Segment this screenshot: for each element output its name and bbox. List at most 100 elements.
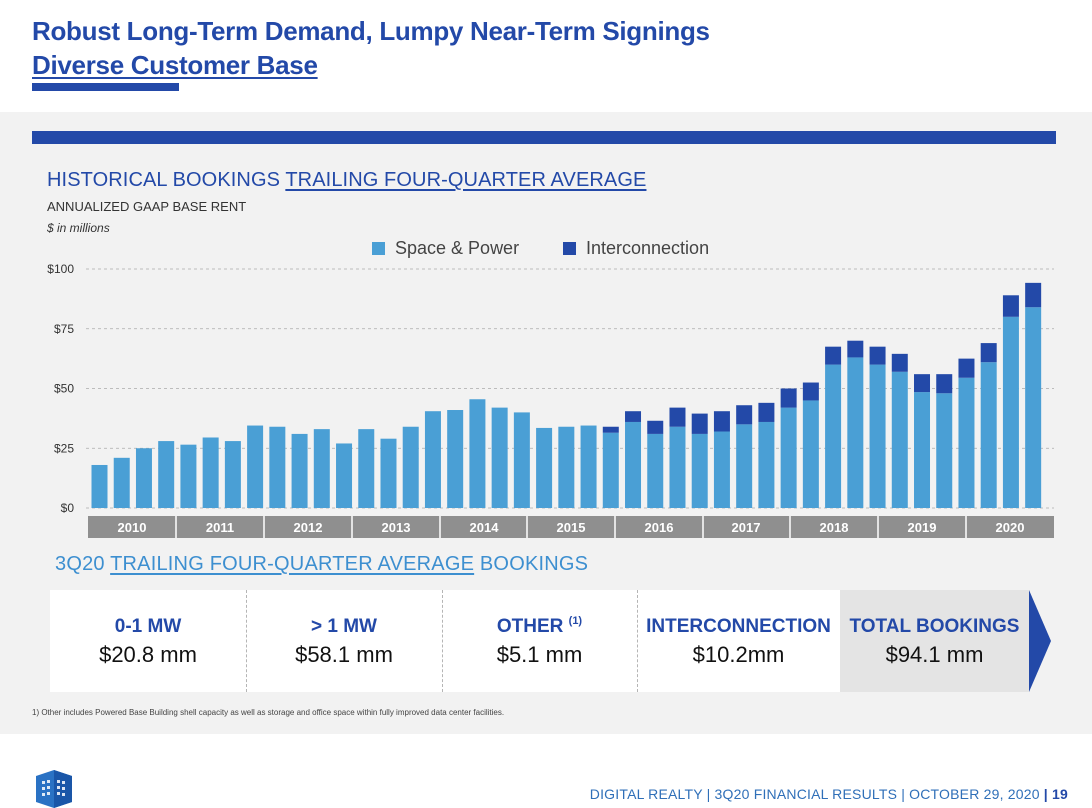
bar-space-power [1002,316,1019,508]
bar-space-power [469,399,486,508]
year-label: 2010 [118,520,147,535]
year-label: 2014 [470,520,500,535]
bar-space-power [113,457,130,508]
card-interconnection: INTERCONNECTION $10.2mm [637,590,840,692]
card-other: OTHER (1) $5.1 mm [442,590,637,692]
bar-space-power [380,438,397,508]
card-value: $5.1 mm [496,642,583,667]
total-arrow-icon [1029,590,1051,692]
bar-space-power [713,431,730,508]
bar-space-power [958,377,975,508]
bar-interconnection [891,353,908,372]
card-value: $20.8 mm [99,642,197,667]
bar-space-power [802,400,819,508]
legend-swatch-interconnection [563,242,576,255]
bar-interconnection [691,413,708,434]
bar-space-power [869,364,886,508]
panel-top-rule [32,131,1056,144]
bar-space-power [736,424,753,508]
bookings-title: 3Q20 TRAILING FOUR-QUARTER AVERAGE BOOKI… [55,553,588,576]
bar-space-power [358,429,375,508]
bar-space-power [580,425,597,508]
bookings-cards: 0-1 MW $20.8 mm > 1 MW $58.1 mm OTHER (1… [50,590,1054,692]
bar-space-power [891,371,908,508]
y-tick-label: $0 [61,501,75,515]
digital-realty-logo-icon [36,770,72,808]
chart-subtitle: ANNUALIZED GAAP BASE RENT [47,199,247,214]
bar-space-power [602,432,619,508]
bar-space-power [313,429,330,508]
bar-interconnection [1002,295,1019,317]
slide-title: Robust Long-Term Demand, Lumpy Near-Term… [32,14,710,82]
year-label: 2011 [206,520,234,535]
card-label: TOTAL BOOKINGS [849,616,1020,637]
bar-interconnection [647,420,664,434]
bar-interconnection [1025,282,1042,308]
bar-space-power [847,357,864,508]
bar-space-power [691,433,708,508]
bar-space-power [536,427,553,508]
bar-space-power [513,412,530,508]
bar-interconnection [958,358,975,378]
year-label: 2020 [996,520,1025,535]
footer-text: DIGITAL REALTY | 3Q20 FINANCIAL RESULTS … [589,786,1040,802]
card-label: INTERCONNECTION [646,616,831,637]
bar-interconnection [980,343,997,363]
bar-interconnection [869,346,886,365]
bar-space-power [936,393,953,508]
chart-unit: $ in millions [47,221,110,235]
card-label-text: OTHER [496,616,564,637]
bar-space-power [758,421,775,508]
bar-space-power [980,362,997,508]
bookings-chart: $0 $25 $50 $75 $100 2010 2011 2012 2013 2014 2015 2… [47,238,1054,538]
chart-title: HISTORICAL BOOKINGS TRAILING FOUR-QUARTE… [47,169,646,192]
bar-space-power [247,425,264,508]
bar-space-power [269,426,286,508]
bar-interconnection [602,426,619,433]
card-total-bookings: TOTAL BOOKINGS $94.1 mm [840,590,1029,692]
bar-space-power [825,364,842,508]
card-label: > 1 MW [311,616,377,637]
y-tick-label: $100 [47,262,74,276]
footer-separator: | [1043,786,1048,802]
y-tick-label: $50 [54,382,74,396]
bar-space-power [491,407,508,508]
bar-space-power [914,392,931,508]
bar-interconnection [758,402,775,422]
bar-space-power [558,426,575,508]
card-value: $94.1 mm [885,642,984,667]
bar-interconnection [736,405,753,425]
page-number: 19 [1052,786,1068,802]
bar-space-power [291,433,308,508]
y-tick-label: $25 [54,441,74,455]
legend-swatch-space-power [372,242,385,255]
year-label: 2013 [382,520,411,535]
chart-title-part1: HISTORICAL BOOKINGS [47,169,286,191]
year-label: 2012 [294,520,323,535]
footnote: 1) Other includes Powered Base Building … [32,708,505,717]
card-label: 0-1 MW [114,616,182,637]
card-over-1mw: > 1 MW $58.1 mm [246,590,442,692]
year-label: 2018 [820,520,849,535]
year-axis-band [88,516,1054,538]
bar-space-power [447,410,464,508]
y-tick-label: $75 [54,322,74,336]
bar-interconnection [802,382,819,401]
bar-space-power [135,448,152,508]
year-label: 2016 [645,520,674,535]
bookings-title-part2: TRAILING FOUR-QUARTER AVERAGE [110,553,475,575]
chart-title-part2: TRAILING FOUR-QUARTER AVERAGE [285,169,647,191]
card-0-1mw: 0-1 MW $20.8 mm [50,590,246,692]
footnote-ref: (1) [568,615,583,627]
legend-label-space-power: Space & Power [395,238,519,258]
bookings-title-part1: 3Q20 [55,553,111,575]
bar-space-power [424,411,441,508]
year-label: 2017 [732,520,761,535]
footer: DIGITAL REALTY | 3Q20 FINANCIAL RESULTS … [590,786,1068,802]
year-label: 2015 [557,520,586,535]
title-line-1: Robust Long-Term Demand, Lumpy Near-Term… [32,16,710,46]
bar-space-power [669,426,686,508]
card-divider [637,590,638,692]
card-value: $58.1 mm [295,642,393,667]
title-line-2: Diverse Customer Base [32,50,318,80]
